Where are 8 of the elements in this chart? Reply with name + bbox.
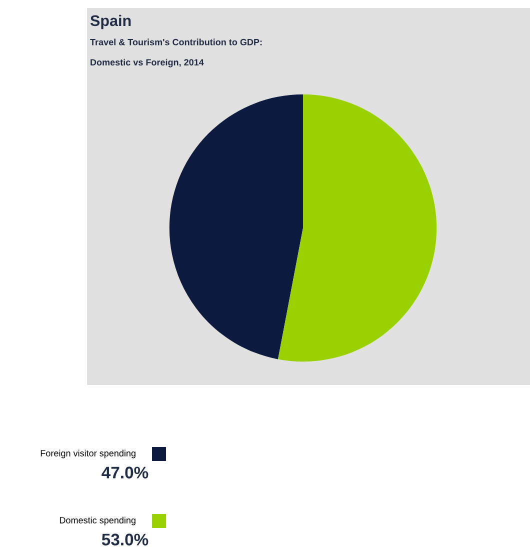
data-label: 47.0% — [102, 466, 148, 478]
legend-label: Domestic spending — [60, 516, 136, 526]
pie-slice — [169, 94, 303, 360]
pie-slice — [278, 94, 437, 362]
chart-title: Spain — [90, 14, 131, 30]
text: Travel & Tourism's Contribution to GDP: Domestic vs Foreign, 2014 — [90, 38, 262, 68]
data-label: 53.0% — [102, 534, 148, 546]
legend-label: Foreign visitor spending — [40, 450, 136, 458]
